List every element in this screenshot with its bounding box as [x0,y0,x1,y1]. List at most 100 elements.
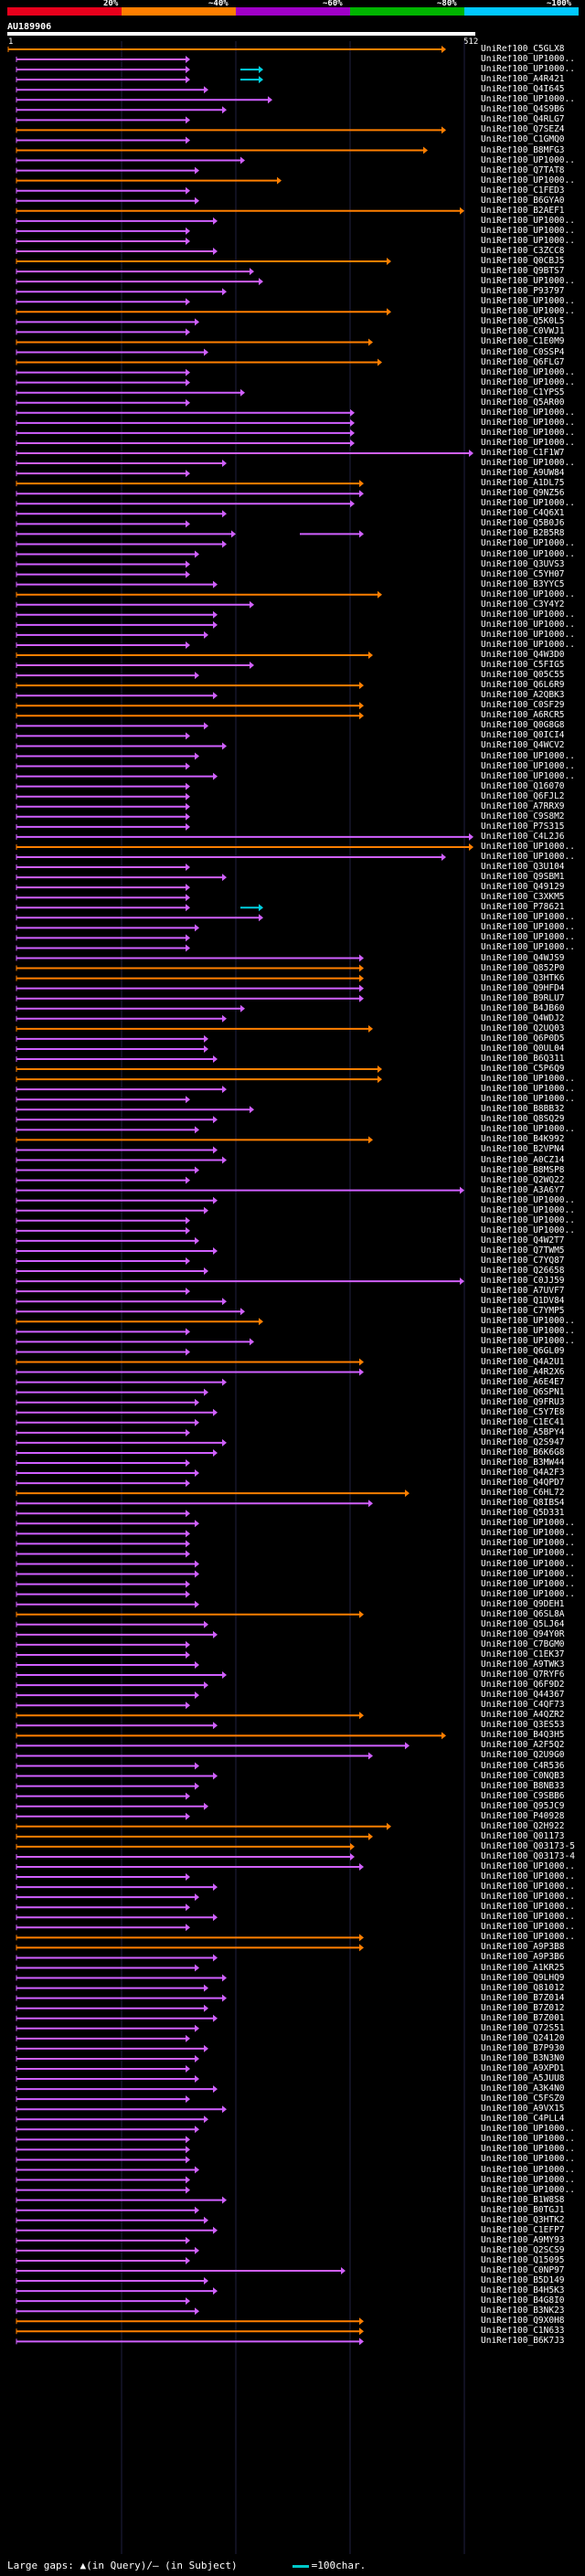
hit-label[interactable]: UniRef100_UP1000.. [481,549,575,559]
hit-label[interactable]: UniRef100_UP1000.. [481,853,575,862]
hit-label[interactable]: UniRef100_Q6SPN1 [481,1387,565,1397]
hit-label[interactable]: UniRef100_Q9HFD4 [481,983,565,993]
hit-label[interactable]: UniRef100_Q7TWM5 [481,1246,565,1256]
hit-label[interactable]: UniRef100_Q03173-5 [481,1841,575,1851]
hit-label[interactable]: UniRef100_C0NP97 [481,2266,565,2275]
hit-label[interactable]: UniRef100_UP1000.. [481,1085,575,1095]
hit-label[interactable]: UniRef100_Q6L6R9 [481,681,565,691]
hit-label[interactable]: UniRef100_A0CZ14 [481,1155,565,1165]
hit-label[interactable]: UniRef100_UP1000.. [481,1913,575,1923]
hit-label[interactable]: UniRef100_C0VWJ1 [481,327,565,337]
hit-label[interactable]: UniRef100_B7Z001 [481,2013,565,2023]
hit-label[interactable]: UniRef100_UP1000.. [481,307,575,317]
hit-label[interactable]: UniRef100_UP1000.. [481,1539,575,1549]
hit-label[interactable]: UniRef100_UP1000.. [481,771,575,781]
hit-label[interactable]: UniRef100_UP1000.. [481,620,575,630]
hit-label[interactable]: UniRef100_P7S315 [481,822,565,832]
hit-label[interactable]: UniRef100_Q49129 [481,883,565,893]
hit-label[interactable]: UniRef100_Q3U104 [481,863,565,873]
hit-label[interactable]: UniRef100_UP1000.. [481,226,575,236]
hit-label[interactable]: UniRef100_C5Y7E8 [481,1407,565,1417]
hit-label[interactable]: UniRef100_UP1000.. [481,277,575,287]
hit-label[interactable]: UniRef100_C0SF29 [481,701,565,711]
hit-label[interactable]: UniRef100_Q4A2U1 [481,1357,565,1367]
hit-label[interactable]: UniRef100_Q4WCV2 [481,741,565,751]
hit-label[interactable]: UniRef100_C1YPS5 [481,387,565,398]
hit-label[interactable]: UniRef100_B8MFG3 [481,145,565,155]
hit-label[interactable]: UniRef100_Q2SCS9 [481,2245,565,2255]
hit-label[interactable]: UniRef100_UP1000.. [481,1589,575,1599]
hit-label[interactable]: UniRef100_Q6P0D5 [481,1034,565,1044]
hit-label[interactable]: UniRef100_UP1000.. [481,367,575,377]
hit-label[interactable]: UniRef100_B4H5K3 [481,2286,565,2296]
hit-label[interactable]: UniRef100_UP1000.. [481,1327,575,1337]
hit-label[interactable]: UniRef100_UP1000.. [481,418,575,428]
hit-label[interactable]: UniRef100_UP1000.. [481,377,575,387]
hit-label[interactable]: UniRef100_Q4S9B6 [481,105,565,115]
hit-label[interactable]: UniRef100_B2VPN4 [481,1145,565,1155]
hit-label[interactable]: UniRef100_B3YYC5 [481,579,565,589]
hit-label[interactable]: UniRef100_B3N3N0 [481,2053,565,2063]
hit-label[interactable]: UniRef100_Q8IBS4 [481,1499,565,1509]
hit-label[interactable]: UniRef100_B6Q311 [481,1055,565,1064]
hit-label[interactable]: UniRef100_UP1000.. [481,408,575,418]
hit-label[interactable]: UniRef100_Q81012 [481,1983,565,1993]
hit-label[interactable]: UniRef100_UP1000.. [481,216,575,226]
hit-label[interactable]: UniRef100_UP1000.. [481,589,575,599]
hit-label[interactable]: UniRef100_Q0UL04 [481,1044,565,1054]
hit-label[interactable]: UniRef100_Q0CBJ5 [481,257,565,267]
hit-label[interactable]: UniRef100_C9S8M2 [481,811,565,822]
hit-label[interactable]: UniRef100_C4L2J6 [481,832,565,842]
hit-label[interactable]: UniRef100_UP1000.. [481,1215,575,1225]
hit-label[interactable]: UniRef100_Q9BTS7 [481,267,565,277]
hit-label[interactable]: UniRef100_Q24120 [481,2033,565,2043]
hit-label[interactable]: UniRef100_UP1000.. [481,1559,575,1569]
hit-label[interactable]: UniRef100_UP1000.. [481,2135,575,2145]
hit-label[interactable]: UniRef100_Q9NZ56 [481,489,565,499]
hit-label[interactable]: UniRef100_Q94Y0R [481,1629,565,1639]
hit-label[interactable]: UniRef100_B5D149 [481,2276,565,2286]
hit-label[interactable]: UniRef100_B8MSP8 [481,1165,565,1175]
hit-label[interactable]: UniRef100_C9SBB6 [481,1791,565,1801]
hit-label[interactable]: UniRef100_B8BB32 [481,1105,565,1115]
hit-label[interactable]: UniRef100_UP1000.. [481,761,575,771]
hit-label[interactable]: UniRef100_Q3HTK2 [481,2215,565,2225]
hit-label[interactable]: UniRef100_B3MW44 [481,1458,565,1468]
hit-label[interactable]: UniRef100_UP1000.. [481,2175,575,2185]
hit-label[interactable]: UniRef100_C6HL72 [481,1489,565,1499]
hit-label[interactable]: UniRef100_UP1000.. [481,297,575,307]
hit-label[interactable]: UniRef100_A6RCR5 [481,711,565,721]
hit-label[interactable]: UniRef100_C1EK37 [481,1649,565,1659]
hit-label[interactable]: UniRef100_Q01173 [481,1831,565,1841]
hit-label[interactable]: UniRef100_Q72S51 [481,2023,565,2033]
hit-label[interactable]: UniRef100_UP1000.. [481,236,575,246]
hit-label[interactable]: UniRef100_Q0G8G8 [481,721,565,731]
hit-label[interactable]: UniRef100_UP1000.. [481,1549,575,1559]
hit-label[interactable]: UniRef100_C4Q6X1 [481,509,565,519]
hit-label[interactable]: UniRef100_C1F1W7 [481,449,565,458]
hit-label[interactable]: UniRef100_Q2H922 [481,1821,565,1831]
hit-label[interactable]: UniRef100_UP1000.. [481,2145,575,2155]
hit-label[interactable]: UniRef100_UP1000.. [481,1519,575,1529]
hit-label[interactable]: UniRef100_UP1000.. [481,175,575,186]
hit-label[interactable]: UniRef100_C3Y4Y2 [481,599,565,610]
hit-label[interactable]: UniRef100_Q6F9D2 [481,1680,565,1691]
hit-label[interactable]: UniRef100_UP1000.. [481,842,575,852]
hit-label[interactable]: UniRef100_UP1000.. [481,1923,575,1933]
hit-label[interactable]: UniRef100_P78621 [481,903,565,913]
hit-label[interactable]: UniRef100_B4K992 [481,1135,565,1145]
hit-label[interactable]: UniRef100_Q2UQ03 [481,1023,565,1034]
hit-label[interactable]: UniRef100_Q6FJL2 [481,791,565,801]
hit-label[interactable]: UniRef100_Q7SEZ4 [481,125,565,135]
hit-label[interactable]: UniRef100_C3ZCC8 [481,247,565,256]
hit-label[interactable]: UniRef100_UP1000.. [481,1095,575,1105]
hit-label[interactable]: UniRef100_A2QBK3 [481,691,565,701]
hit-label[interactable]: UniRef100_UP1000.. [481,1892,575,1903]
hit-label[interactable]: UniRef100_UP1000.. [481,751,575,761]
hit-label[interactable]: UniRef100_C3XKM5 [481,893,565,903]
hit-label[interactable]: UniRef100_UP1000.. [481,943,575,953]
hit-label[interactable]: UniRef100_B7P930 [481,2043,565,2053]
hit-label[interactable]: UniRef100_B7Z014 [481,1993,565,2003]
hit-label[interactable]: UniRef100_C5P6Q9 [481,1065,565,1075]
hit-label[interactable]: UniRef100_UP1000.. [481,438,575,448]
